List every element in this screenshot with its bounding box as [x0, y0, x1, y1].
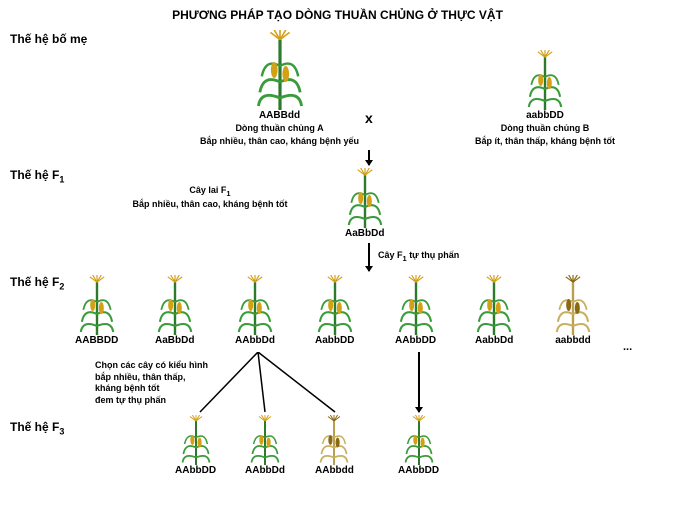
gen-f1-label: Thế hệ F1 — [10, 168, 64, 184]
f2-plant-2: AAbbDd — [235, 275, 275, 346]
diagram-title: PHƯƠNG PHÁP TẠO DÒNG THUẦN CHỦNG Ở THỰC … — [0, 0, 675, 22]
f2-plant-6: aabbdd — [555, 275, 591, 346]
gen-f2-label: Thế hệ F2 — [10, 275, 64, 291]
gen-parent-label: Thế hệ bố mẹ — [10, 32, 87, 46]
arrow-f1-to-f2 — [368, 243, 370, 271]
gen-f3-label: Thế hệ F3 — [10, 420, 64, 436]
parent-b-plant: aabbDD Dòng thuần chủng B Bắp ít, thân t… — [475, 50, 615, 147]
arrow-parents-to-f1 — [368, 150, 370, 165]
f2-plant-3: AabbDD — [315, 275, 354, 346]
f1-genotype: AaBbDd — [345, 228, 384, 239]
f2-plant-0: AABBDD — [75, 275, 118, 346]
f3-3-genotype: AAbbDD — [398, 465, 439, 476]
parent-a-desc1: Dòng thuần chủng A — [235, 123, 323, 134]
f2-1-genotype: AaBbDd — [155, 335, 194, 346]
f2-plant-4: AAbbDD — [395, 275, 436, 346]
f3-1-genotype: AAbbDd — [245, 465, 285, 476]
f2-2-genotype: AAbbDd — [235, 335, 275, 346]
f2-0-genotype: AABBDD — [75, 335, 118, 346]
branch-lines-f2-2 — [190, 352, 390, 417]
f2-ellipsis: ... — [623, 340, 632, 354]
f3-plant-0: AAbbDD — [175, 415, 216, 476]
f2-plant-1: AaBbDd — [155, 275, 194, 346]
parent-a-genotype: AABBdd — [259, 110, 300, 121]
f3-plant-2: AAbbdd — [315, 415, 354, 476]
f1-self-pollinate-label: Cây F1 tự thụ phấn — [378, 250, 459, 264]
parent-b-genotype: aabbDD — [526, 110, 564, 121]
f1-desc: Cây lai F1 Bắp nhiều, thân cao, kháng bệ… — [120, 185, 300, 210]
f3-plant-3: AAbbDD — [398, 415, 439, 476]
f2-plant-5: AabbDd — [475, 275, 513, 346]
f2-5-genotype: AabbDd — [475, 335, 513, 346]
f3-plant-1: AAbbDd — [245, 415, 285, 476]
f2-3-genotype: AabbDD — [315, 335, 354, 346]
parent-b-desc2: Bắp ít, thân thấp, kháng bệnh tốt — [475, 136, 615, 147]
arrow-f2-4-to-f3 — [418, 352, 420, 412]
f3-2-genotype: AAbbdd — [315, 465, 354, 476]
parent-a-desc2: Bắp nhiều, thân cao, kháng bệnh yếu — [200, 136, 359, 147]
f3-0-genotype: AAbbDD — [175, 465, 216, 476]
f2-4-genotype: AAbbDD — [395, 335, 436, 346]
parent-b-desc1: Dòng thuần chủng B — [501, 123, 589, 134]
f2-6-genotype: aabbdd — [555, 335, 591, 346]
f1-plant: AaBbDd — [345, 168, 384, 239]
cross-symbol: x — [365, 110, 373, 126]
parent-a-plant: AABBdd Dòng thuần chủng A Bắp nhiều, thâ… — [200, 30, 359, 147]
